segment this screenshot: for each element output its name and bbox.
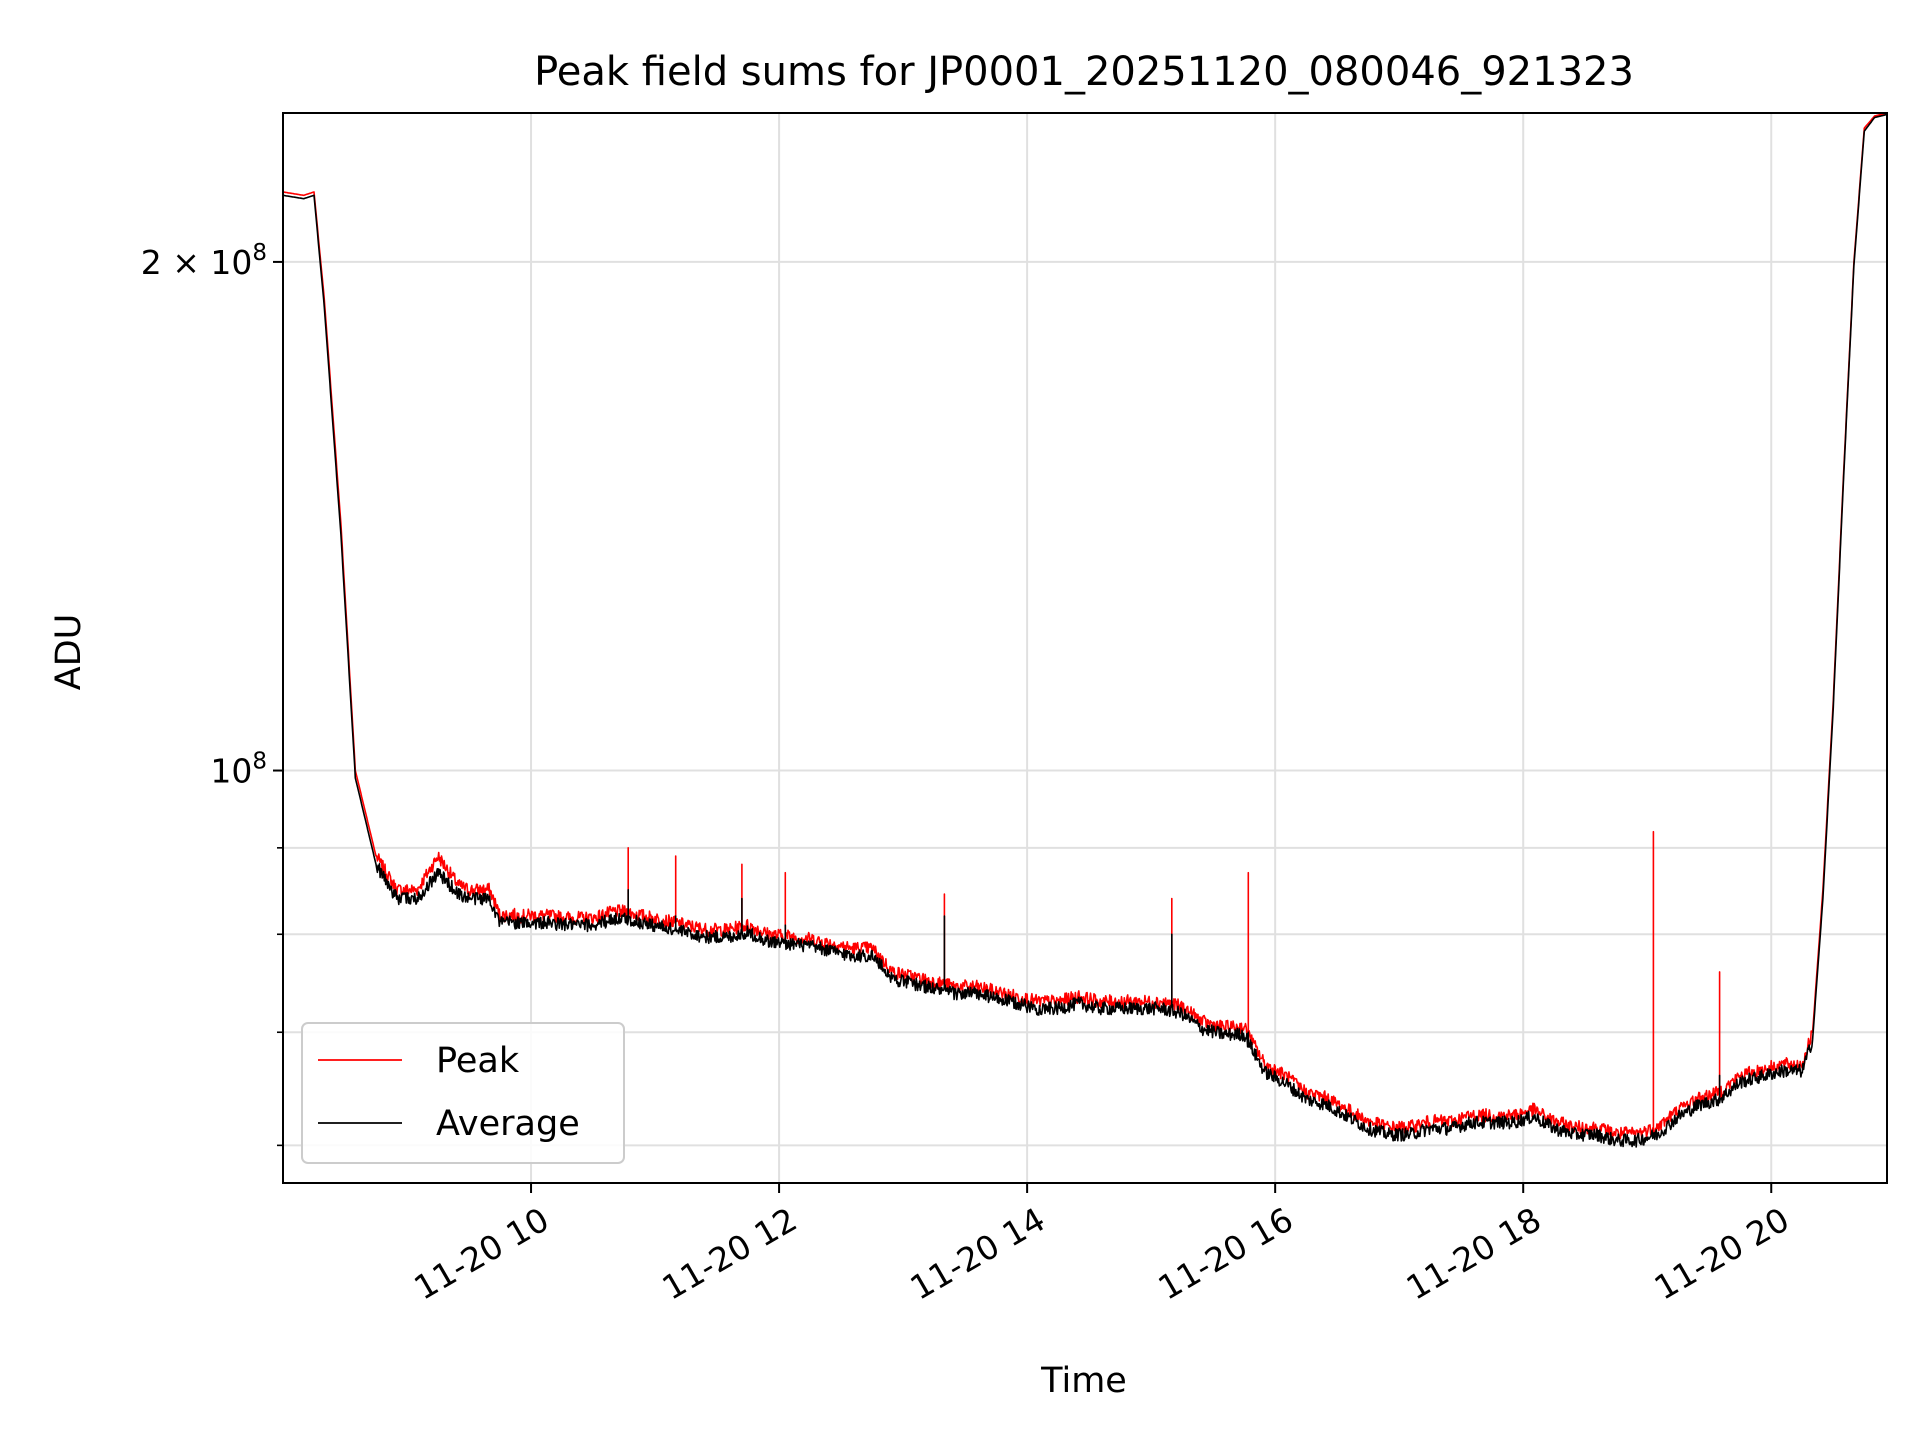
series-average-line	[282, 113, 1888, 1148]
y-tick-label: 2 × 108	[141, 240, 267, 282]
series-layer	[282, 112, 1888, 1148]
plot-frame	[282, 112, 1888, 1184]
legend: Peak Average	[301, 1022, 625, 1164]
chart-title: Peak field sums for JP0001_20251120_0800…	[534, 49, 1634, 95]
series-peak-line	[282, 112, 1888, 1140]
legend-label-peak: Peak	[436, 1041, 520, 1081]
legend-box	[301, 1022, 625, 1164]
x-axis-label: Time	[1040, 1361, 1127, 1401]
y-tick-label: 108	[210, 749, 267, 791]
legend-label-average: Average	[436, 1104, 580, 1144]
y-axis-label: ADU	[49, 614, 89, 691]
